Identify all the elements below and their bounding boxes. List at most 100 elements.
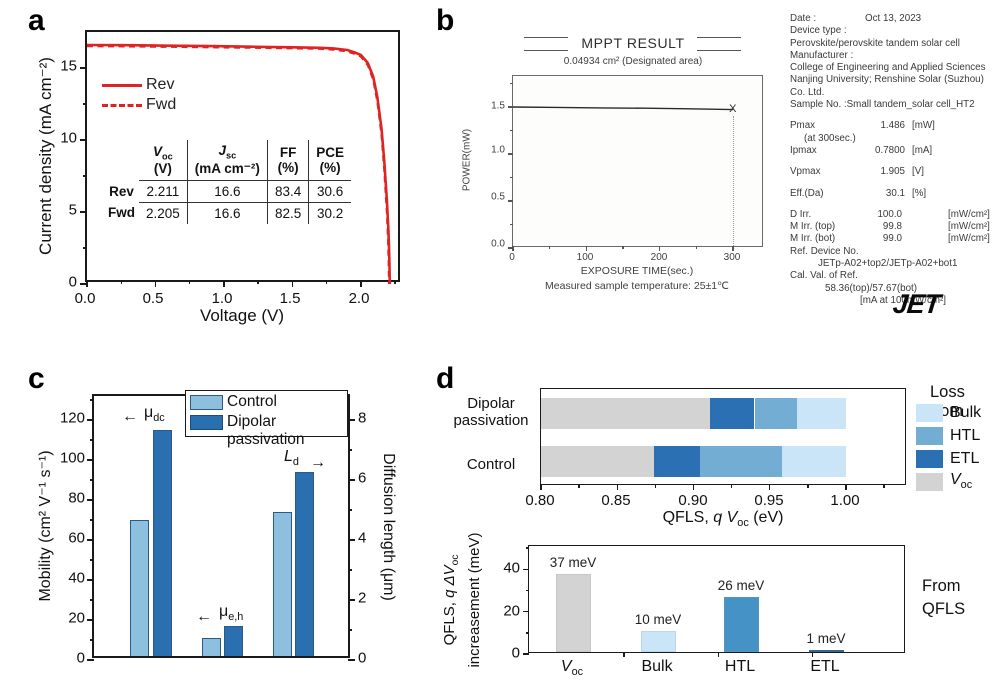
mirr-top-value: 99.8 xyxy=(882,221,902,233)
voc-unit: (V) xyxy=(153,161,172,177)
tick-mark xyxy=(348,479,355,481)
jv-table-header-ff: FF (%) xyxy=(266,140,309,181)
mudc-base: μ xyxy=(144,404,154,421)
tick-mark xyxy=(769,484,771,490)
legend-swatch-dipolar xyxy=(190,415,223,430)
bar-ld-dipolar xyxy=(295,472,314,656)
jv-table-header-voc: Voc (V) xyxy=(139,140,188,181)
tick-mark xyxy=(223,280,225,287)
ff-symbol: FF xyxy=(279,144,297,160)
d2-ylabel-l1b: q ΔV xyxy=(441,565,458,598)
ff-unit: (%) xyxy=(277,159,299,175)
c-ytick-r-2: 2 xyxy=(358,589,367,607)
d-category-control: Control xyxy=(466,456,516,473)
eff-unit: [%] xyxy=(912,187,927,199)
seg-control-voc xyxy=(541,446,654,477)
c-ytick-l-40: 40 xyxy=(68,569,85,587)
irr-bot: M Irr. (bot) 99.0 [mW/cm²] xyxy=(790,233,1000,245)
header-rule-right-1 xyxy=(697,37,741,38)
tick-mark xyxy=(80,283,87,285)
pmax-unit: [mW] xyxy=(912,120,935,132)
bar-mudc-control xyxy=(130,520,149,656)
d-category-dipolar-line2: passivation xyxy=(453,412,529,429)
tick-mark xyxy=(348,569,352,571)
ld-annotation: Ld xyxy=(284,448,299,468)
rev-voc: 2.211 xyxy=(139,180,188,203)
pmax-label: Pmax xyxy=(790,120,816,132)
mueh-sub: e,h xyxy=(228,611,244,624)
stacked-bar-dipolar xyxy=(541,398,905,429)
d2-cat-bulk: Bulk xyxy=(641,658,673,675)
d1-xtick-080: 0.80 xyxy=(525,492,555,509)
date-value: Oct 13, 2023 xyxy=(865,13,922,24)
b-xtick-200: 200 xyxy=(650,252,668,263)
c-ytick-r-4: 4 xyxy=(358,529,367,547)
rev-jsc: 16.6 xyxy=(186,180,268,203)
a-xtick-05: 0.5 xyxy=(142,290,164,307)
tick-mark xyxy=(508,153,513,155)
qfls-gain-plot-area: 37 meV 10 meV 26 meV 1 meV xyxy=(523,545,905,657)
tick-mark xyxy=(120,280,122,284)
a-xtick-15: 1.5 xyxy=(279,290,301,307)
tick-mark xyxy=(87,579,94,581)
legend-label-fwd: Fwd xyxy=(146,96,177,113)
dirr-value: 100.0 xyxy=(877,208,902,220)
tick-mark xyxy=(807,484,809,488)
d-legend-voc-sub: oc xyxy=(960,479,973,492)
b-title: MPPT RESULT xyxy=(581,35,685,51)
seg-control-bulk xyxy=(781,446,846,477)
d1-xtick-095: 0.95 xyxy=(754,492,784,509)
tick-mark xyxy=(548,246,551,249)
b-xtick-300: 300 xyxy=(723,252,741,263)
tick-mark xyxy=(512,246,514,251)
tick-mark xyxy=(83,175,87,177)
d-legend-label-etl: ETL xyxy=(950,450,980,467)
irr-top: M Irr. (top) 99.8 [mW/cm²] xyxy=(790,221,1000,233)
seg-dipolar-htl xyxy=(754,398,798,429)
b-temperature-note: Measured sample temperature: 25±1℃ xyxy=(545,280,729,292)
tick-mark xyxy=(80,67,87,69)
rev-pce: 30.6 xyxy=(308,180,351,203)
seg-dipolar-voc xyxy=(541,398,711,429)
tick-mark xyxy=(525,589,529,592)
tick-mark xyxy=(578,484,580,488)
tick-mark xyxy=(508,200,513,202)
legend-label-rev: Rev xyxy=(146,76,175,93)
c-ytick-r-6: 6 xyxy=(358,469,367,487)
pmax-value: 1.486 xyxy=(880,120,905,132)
mppt-power-curve xyxy=(513,106,734,111)
row-label-rev: Rev xyxy=(109,183,134,199)
legend-label-dipolar: Dipolar passivation xyxy=(227,413,305,448)
tick-mark xyxy=(508,247,513,249)
tick-mark xyxy=(90,439,94,441)
a-ylabel: Current density (mA cm⁻²) xyxy=(36,57,55,255)
tick-mark xyxy=(523,568,529,570)
param-pmax: Pmax 1.486 [mW] xyxy=(790,120,1000,132)
ipmax-value: 0.7800 xyxy=(875,144,905,156)
tick-mark xyxy=(394,280,396,284)
ipmax-unit: [mA] xyxy=(912,144,933,156)
mueh-arrow: ← xyxy=(196,608,212,625)
d-legend-voc-base: V xyxy=(950,471,961,488)
d1-xlabel: QFLS, q Voc (eV) xyxy=(663,509,784,529)
d2-ylabel-l1c: oc xyxy=(450,554,461,566)
tick-mark xyxy=(510,223,513,226)
tick-mark xyxy=(659,246,661,251)
c-ylabel-left: Mobility (cm² V⁻¹ s⁻¹) xyxy=(37,450,54,602)
vpmax-unit: [V] xyxy=(912,166,924,178)
tick-mark xyxy=(692,484,695,490)
tick-mark xyxy=(87,459,94,461)
bar-mueh-control xyxy=(202,638,221,656)
info-date: Date : Oct 13, 2023 xyxy=(790,13,1000,25)
tick-mark xyxy=(189,280,191,284)
pmax-note: (at 300sec.) xyxy=(804,132,856,144)
d1-xtick-100: 1.00 xyxy=(830,492,860,509)
b-ytick-05: 0.5 xyxy=(491,191,505,203)
legend-line-solid xyxy=(102,84,142,87)
tick-mark xyxy=(510,176,513,179)
cal-label: Cal. Val. of Ref. xyxy=(790,270,858,282)
cal-unit: [mA at 100mW/cm²] xyxy=(860,294,947,306)
header-rule-right-2 xyxy=(697,50,741,51)
tick-mark xyxy=(732,246,734,251)
